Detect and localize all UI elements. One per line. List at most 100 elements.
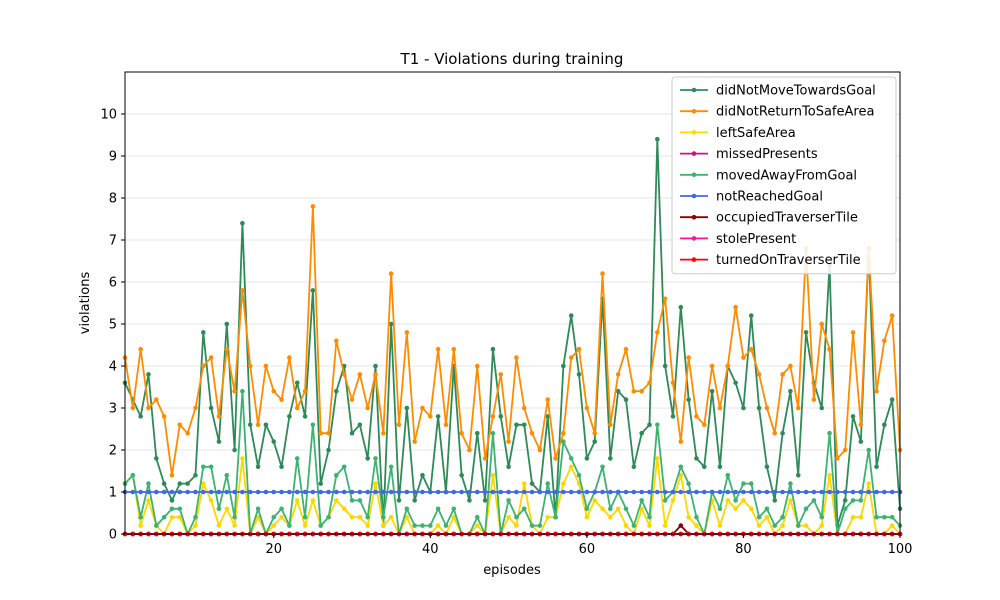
data-point xyxy=(670,380,676,386)
data-point xyxy=(795,472,801,478)
data-point xyxy=(451,506,457,512)
data-point xyxy=(733,304,738,310)
data-point xyxy=(748,313,754,318)
data-point xyxy=(725,489,731,495)
data-point xyxy=(435,506,441,512)
data-point xyxy=(655,489,660,495)
data-point xyxy=(662,489,668,495)
data-point xyxy=(568,464,574,470)
data-point xyxy=(678,304,684,310)
y-tick-label: 1 xyxy=(109,486,117,501)
data-point xyxy=(608,506,613,512)
data-point xyxy=(639,498,644,503)
data-point xyxy=(623,506,629,512)
data-point xyxy=(889,514,895,520)
data-point xyxy=(670,414,676,419)
data-point xyxy=(341,372,347,377)
data-point xyxy=(208,498,214,503)
legend-label: stolePresent xyxy=(716,232,796,247)
data-point xyxy=(193,514,198,520)
data-point xyxy=(694,414,699,419)
data-point xyxy=(357,489,363,495)
data-point xyxy=(827,346,832,352)
data-point xyxy=(631,388,637,394)
data-point xyxy=(232,514,237,520)
data-point xyxy=(287,523,292,528)
data-point xyxy=(224,472,230,478)
data-point xyxy=(443,523,449,528)
data-point xyxy=(545,514,551,520)
data-point xyxy=(271,523,277,528)
legend-label: leftSafeArea xyxy=(716,126,796,141)
data-point xyxy=(146,405,151,411)
data-point xyxy=(568,456,574,461)
data-point xyxy=(349,498,355,503)
data-point xyxy=(741,498,746,503)
data-point xyxy=(647,523,652,528)
data-point xyxy=(294,405,300,411)
data-point xyxy=(255,514,261,520)
data-point xyxy=(169,514,175,520)
data-point xyxy=(318,481,324,486)
data-point xyxy=(600,271,605,276)
data-point xyxy=(490,489,496,495)
data-point xyxy=(169,472,175,478)
data-point xyxy=(600,464,605,470)
data-point xyxy=(858,489,864,495)
legend: didNotMoveTowardsGoal didNotReturnToSafeA… xyxy=(671,76,897,275)
data-point xyxy=(232,523,237,528)
data-point xyxy=(678,523,684,528)
data-point xyxy=(788,498,793,503)
data-point xyxy=(169,489,175,495)
data-point xyxy=(224,346,230,352)
data-point xyxy=(662,523,668,528)
data-point xyxy=(341,489,347,495)
data-point xyxy=(764,464,770,470)
data-point xyxy=(349,489,355,495)
data-point xyxy=(412,498,417,503)
data-point xyxy=(741,355,746,360)
data-point xyxy=(701,422,707,428)
data-point xyxy=(678,489,684,495)
legend-item: stolePresent xyxy=(680,232,796,247)
data-point xyxy=(811,498,817,503)
data-point xyxy=(866,489,871,495)
data-point xyxy=(655,330,660,335)
data-point xyxy=(365,456,370,461)
data-point xyxy=(232,388,237,394)
y-tick-label: 4 xyxy=(109,360,117,375)
data-point xyxy=(764,489,770,495)
data-point xyxy=(514,355,519,360)
legend-item: didNotMoveTowardsGoal xyxy=(680,84,876,99)
data-point xyxy=(725,472,731,478)
y-tick-label: 0 xyxy=(109,528,117,543)
data-point xyxy=(138,523,143,528)
data-point xyxy=(584,506,590,512)
data-point xyxy=(240,456,245,461)
data-point xyxy=(138,346,143,352)
data-point xyxy=(827,472,832,478)
legend-label: turnedOnTraverserTile xyxy=(716,253,861,268)
x-tick-label: 100 xyxy=(888,542,913,557)
data-point xyxy=(279,506,284,512)
data-point xyxy=(850,498,856,503)
data-point xyxy=(146,372,151,377)
data-point xyxy=(357,498,363,503)
data-point xyxy=(200,481,206,486)
data-point xyxy=(177,506,183,512)
data-point xyxy=(161,481,167,486)
data-point xyxy=(247,363,253,369)
data-point xyxy=(263,489,269,495)
data-point xyxy=(537,489,543,495)
data-point xyxy=(161,489,167,495)
data-point xyxy=(467,447,472,453)
data-point xyxy=(154,397,159,402)
data-point xyxy=(889,397,895,402)
data-point xyxy=(318,489,324,495)
data-point xyxy=(193,523,198,528)
data-point xyxy=(803,489,809,495)
data-point xyxy=(795,489,801,495)
data-point xyxy=(882,422,887,428)
data-point xyxy=(709,388,715,394)
data-point xyxy=(780,489,785,495)
